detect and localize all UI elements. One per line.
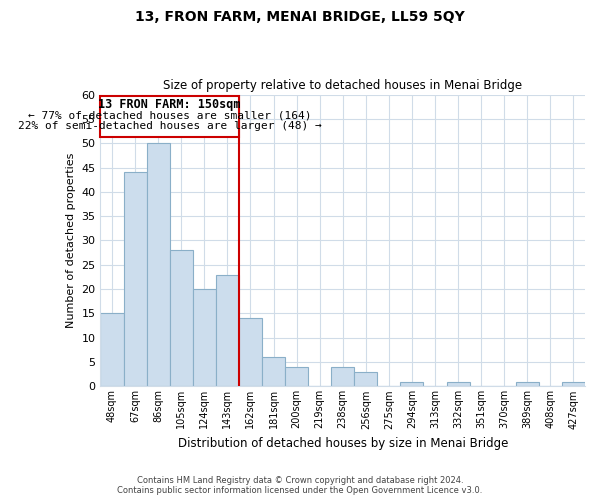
Bar (239, 318, 262, 386)
Bar (285, 367, 308, 386)
Bar (516, 382, 539, 386)
Bar (331, 367, 354, 386)
Bar (446, 382, 470, 386)
Text: Contains HM Land Registry data © Crown copyright and database right 2024.
Contai: Contains HM Land Registry data © Crown c… (118, 476, 482, 495)
Bar (354, 372, 377, 386)
Bar (400, 382, 424, 386)
X-axis label: Distribution of detached houses by size in Menai Bridge: Distribution of detached houses by size … (178, 437, 508, 450)
Title: Size of property relative to detached houses in Menai Bridge: Size of property relative to detached ho… (163, 79, 522, 92)
Text: ← 77% of detached houses are smaller (164): ← 77% of detached houses are smaller (16… (28, 110, 311, 120)
Bar (262, 357, 285, 386)
Bar (146, 143, 170, 386)
Bar (124, 172, 146, 386)
Y-axis label: Number of detached properties: Number of detached properties (66, 153, 76, 328)
Bar (100, 314, 124, 386)
Bar (216, 274, 239, 386)
FancyBboxPatch shape (100, 96, 239, 138)
Text: 22% of semi-detached houses are larger (48) →: 22% of semi-detached houses are larger (… (18, 122, 322, 132)
Text: 13, FRON FARM, MENAI BRIDGE, LL59 5QY: 13, FRON FARM, MENAI BRIDGE, LL59 5QY (135, 10, 465, 24)
Bar (562, 382, 585, 386)
Bar (193, 289, 216, 386)
Bar (170, 250, 193, 386)
Text: 13 FRON FARM: 150sqm: 13 FRON FARM: 150sqm (98, 98, 241, 112)
